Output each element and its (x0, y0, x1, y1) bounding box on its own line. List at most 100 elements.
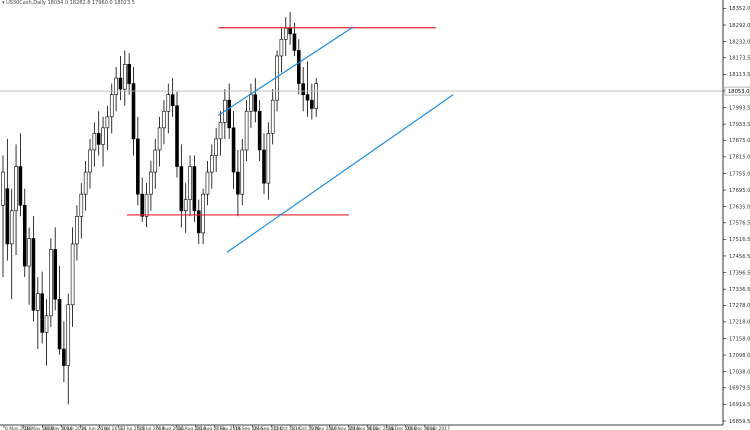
candle (18, 133, 23, 217)
candle (196, 199, 201, 244)
candle-body (314, 83, 319, 109)
chart-header: ▾ US30Cash,Daily 18034.0 18282.8 17960.0… (2, 0, 135, 6)
candle-body (296, 50, 301, 84)
candle-body (9, 210, 14, 245)
candle-body (266, 133, 271, 184)
candle (270, 89, 275, 145)
candle-body (262, 149, 266, 184)
candle-body (244, 110, 249, 151)
candle-body (49, 249, 53, 317)
time-tick-label: 21 Jun 2016 (82, 426, 109, 430)
candle-body (44, 315, 49, 333)
candle-body (114, 77, 118, 95)
price-tick-label: 17158.0 (729, 336, 750, 342)
channel-upper-line[interactable] (217, 26, 354, 116)
price-tick-label: 17875.0 (729, 138, 750, 144)
candle (240, 138, 245, 206)
candle-body (66, 304, 71, 366)
candle (127, 53, 131, 95)
time-tick-label: 6 May 2016 (5, 426, 32, 430)
candle-body (40, 293, 44, 333)
candle (1, 155, 5, 278)
candle (231, 111, 236, 189)
price-tick-label: 16919.5 (729, 402, 750, 408)
candle-body (88, 149, 92, 173)
candle (123, 50, 127, 106)
price-tick-label: 17576.5 (729, 221, 750, 227)
candle (262, 133, 266, 195)
price-tick-label: 18173.5 (729, 56, 750, 62)
candle (35, 277, 40, 349)
candle-body (249, 94, 253, 112)
candle (70, 227, 75, 327)
time-tick-label: 29 Sep 2016 (254, 426, 283, 430)
candle (144, 183, 149, 228)
time-tick-label: 11 Oct 2016 (273, 426, 301, 430)
price-tick-label: 17098.0 (729, 353, 750, 359)
time-tick-label: 9 Jun 2016 (62, 426, 86, 430)
candle (253, 78, 258, 123)
price-tick-label: 17933.5 (729, 122, 750, 128)
candle (22, 188, 27, 278)
candle-body (218, 122, 223, 140)
candle (136, 116, 140, 206)
candle-body (288, 28, 292, 35)
time-tick-label: 6 Dec 2016 (368, 426, 394, 430)
candle (162, 100, 166, 145)
candle-body (257, 110, 262, 151)
candle (5, 138, 10, 261)
candle-body (270, 99, 275, 134)
candle-body (27, 238, 31, 267)
candle-body (310, 99, 314, 109)
time-tick-label: 21 Oct 2016 (292, 426, 320, 430)
price-tick-label: 17456.5 (729, 254, 750, 260)
candle (214, 127, 218, 173)
candle-body (31, 238, 36, 311)
candle-body (231, 127, 236, 173)
price-tick-label: 18292.0 (729, 23, 750, 29)
candle (57, 266, 62, 355)
candle (105, 105, 110, 150)
candle-body (144, 193, 149, 217)
time-tick-label: 14 Nov 2016 (330, 426, 359, 430)
candle (83, 161, 88, 211)
candle-body (188, 166, 192, 201)
time-tick-label: 16 Dec 2016 (388, 426, 417, 430)
candle (183, 183, 188, 233)
time-tick-label: 9 Jan 2017 (426, 426, 450, 430)
candle (153, 138, 158, 189)
candle (157, 116, 162, 167)
price-tick-label: 18232.0 (729, 39, 750, 45)
candle-body (175, 105, 179, 167)
candle-body (83, 171, 88, 195)
candle-body (283, 28, 288, 40)
candle-body (35, 293, 40, 311)
candle (118, 55, 123, 101)
candle (279, 28, 284, 73)
channel-lower-line[interactable] (226, 94, 454, 253)
candle-body (57, 298, 62, 350)
candle (192, 155, 197, 222)
drawn-lines-layer (0, 26, 723, 253)
candle (218, 111, 223, 156)
candle-body (140, 193, 144, 217)
candle-body (136, 138, 140, 195)
candle (27, 227, 31, 305)
candle-body (201, 193, 205, 234)
candle-body (162, 110, 166, 129)
price-tick-label: 17635.0 (729, 204, 750, 210)
candle-body (18, 166, 23, 206)
candle-body (118, 77, 123, 90)
candle (92, 122, 97, 167)
candle-body (14, 166, 18, 212)
time-tick-label: 26 Aug 2016 (196, 426, 225, 430)
candle-body (22, 204, 27, 267)
candle-body (1, 171, 5, 206)
candle-body (101, 127, 105, 145)
candle (96, 111, 101, 156)
candle-body (105, 116, 110, 129)
candle-body (75, 216, 79, 245)
time-tick-label: 4 Aug 2016 (158, 426, 184, 430)
